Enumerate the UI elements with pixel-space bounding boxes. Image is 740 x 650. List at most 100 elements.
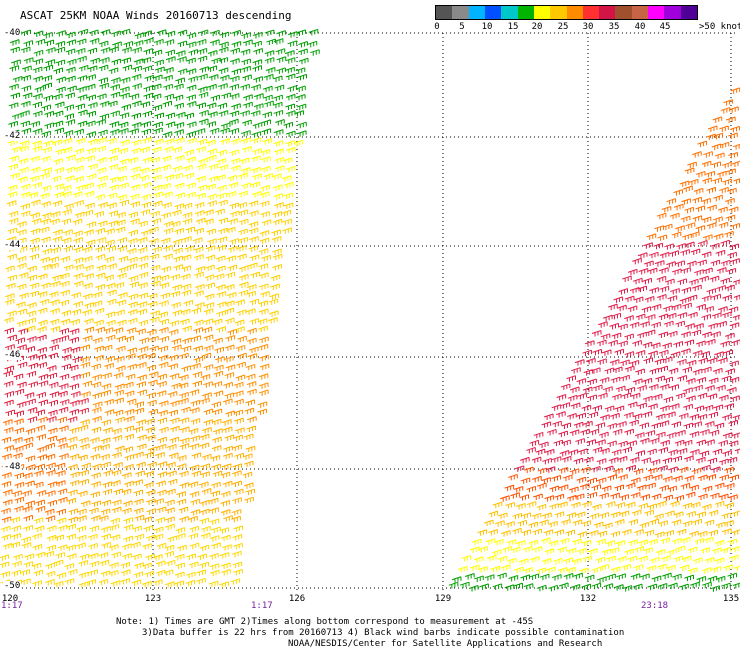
wind-barb (684, 206, 695, 214)
wind-barb (113, 409, 124, 417)
wind-barb (181, 283, 192, 291)
wind-barb (84, 190, 95, 198)
wind-barb (296, 103, 307, 111)
wind-barb (150, 310, 160, 317)
wind-barb (28, 191, 39, 199)
wind-barb (218, 217, 229, 225)
wind-barb (722, 432, 733, 439)
wind-barb (199, 561, 209, 569)
wind-barb (79, 553, 90, 561)
wind-barb (478, 546, 488, 553)
wind-barb (490, 565, 501, 573)
wind-barb (258, 248, 269, 255)
wind-barb (40, 282, 51, 289)
wind-barb (185, 571, 196, 579)
wind-barb (124, 390, 135, 397)
wind-barb (20, 569, 30, 576)
wind-barb (705, 338, 716, 346)
wind-barb (49, 299, 60, 306)
wind-barb (488, 510, 499, 518)
wind-barb (172, 146, 183, 153)
wind-barb (253, 48, 263, 55)
wind-barb (667, 549, 677, 556)
wind-barb (721, 375, 731, 383)
wind-barb (104, 398, 114, 406)
wind-barb (95, 272, 106, 280)
wind-barb (221, 92, 231, 99)
wind-barb (633, 468, 644, 475)
wind-barb (720, 277, 730, 285)
wind-barb (99, 559, 110, 567)
wind-barb (165, 523, 175, 531)
wind-barb (189, 464, 200, 471)
wind-barb (37, 361, 47, 369)
wind-barb (240, 48, 251, 56)
wind-barb (181, 345, 192, 353)
wind-barb (0, 525, 11, 533)
wind-barb (601, 548, 612, 556)
wind-barb (683, 387, 693, 394)
wind-barb (630, 392, 641, 400)
wind-barb (194, 284, 205, 291)
wind-barb (702, 581, 712, 589)
wind-barb (35, 551, 46, 559)
wind-barb (67, 85, 77, 93)
wind-barb (100, 453, 110, 461)
wind-barb (191, 335, 201, 342)
wind-barb (54, 167, 64, 174)
wind-barb (151, 93, 162, 100)
wind-barb (233, 525, 243, 532)
wind-barb (217, 236, 228, 243)
wind-barb (120, 569, 131, 576)
wind-barb (252, 65, 263, 72)
wind-barb (541, 421, 552, 428)
wind-barb (137, 236, 148, 244)
wind-barb (233, 381, 244, 389)
wind-barb (640, 321, 650, 328)
wind-barb (153, 121, 163, 129)
wind-barb (632, 583, 643, 591)
wind-barb (731, 160, 740, 167)
wind-barb (669, 500, 680, 508)
wind-barb (55, 480, 66, 487)
wind-barb (76, 542, 86, 549)
wind-barb (678, 466, 689, 474)
wind-barb (104, 256, 115, 263)
wind-barb (497, 512, 508, 519)
wind-barb (629, 419, 639, 427)
wind-barb (179, 437, 190, 444)
wind-barb (4, 390, 14, 398)
wind-barb (186, 156, 196, 163)
wind-barb (241, 182, 251, 189)
wind-barb (519, 494, 530, 501)
wind-barb (629, 321, 640, 329)
wind-barb (521, 529, 531, 536)
wind-barb (702, 234, 713, 241)
wind-barb (153, 191, 163, 198)
legend-tick: 0 (434, 22, 440, 32)
wind-barb (126, 398, 137, 406)
wind-barb (28, 362, 39, 370)
wind-barb (708, 529, 719, 537)
wind-barb (41, 212, 52, 219)
wind-barb (650, 459, 661, 466)
wind-barb (128, 275, 139, 282)
wind-barb (134, 562, 144, 569)
wind-barb (628, 518, 639, 526)
wind-barb (272, 248, 282, 255)
wind-barb (223, 356, 234, 363)
wind-barb (5, 409, 15, 416)
wind-barb (86, 221, 97, 228)
wind-barb (616, 555, 627, 563)
wind-barb (663, 305, 673, 312)
wind-barb (209, 553, 219, 560)
wind-barb (624, 315, 634, 322)
wind-barb (675, 429, 686, 437)
wind-barb (722, 450, 732, 457)
wind-barb (25, 480, 35, 487)
wind-barb (47, 499, 58, 507)
wind-barb (115, 309, 125, 317)
wind-barb (707, 125, 718, 133)
wind-barb (225, 226, 236, 234)
wind-barb (149, 316, 160, 324)
